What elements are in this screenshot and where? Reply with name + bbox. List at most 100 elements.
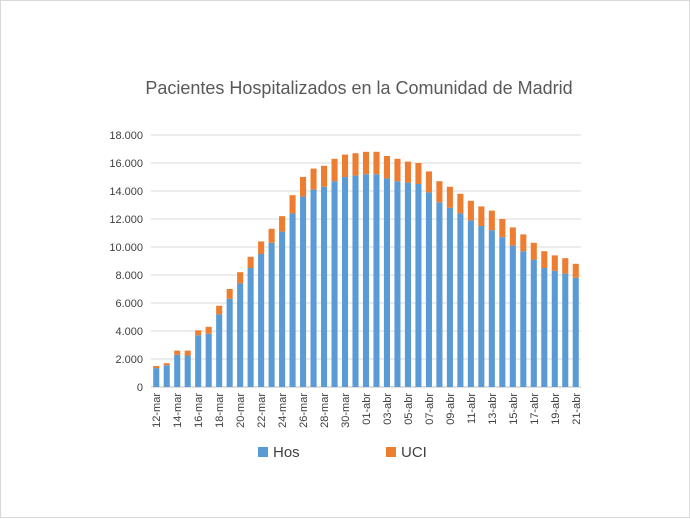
bar-uci-20-abr bbox=[562, 258, 569, 274]
bar-uci-22-mar bbox=[258, 241, 265, 254]
bar-hos-17-mar bbox=[205, 333, 212, 387]
legend-label-hos: Hos bbox=[273, 444, 300, 461]
bar-hos-28-mar bbox=[321, 186, 328, 387]
x-tick-label: 13-abr bbox=[487, 393, 499, 425]
bar-hos-20-abr bbox=[562, 273, 569, 387]
bar-uci-10-abr bbox=[457, 193, 464, 214]
x-tick-label: 20-mar bbox=[235, 393, 247, 428]
x-tick-label: 18-mar bbox=[214, 393, 226, 428]
bar-uci-18-mar bbox=[216, 305, 223, 315]
bar-uci-17-mar bbox=[205, 326, 212, 334]
bar-uci-27-mar bbox=[310, 168, 317, 190]
x-tick-label: 17-abr bbox=[529, 393, 541, 425]
bar-hos-02-abr bbox=[373, 174, 380, 387]
x-tick-label: 24-mar bbox=[277, 393, 289, 428]
y-tick-label: 10.000 bbox=[109, 242, 143, 254]
bar-hos-12-abr bbox=[478, 226, 485, 387]
bar-uci-31-mar bbox=[352, 153, 359, 176]
bar-uci-28-mar bbox=[321, 165, 328, 187]
bar-hos-23-mar bbox=[268, 242, 275, 387]
bar-hos-05-abr bbox=[404, 182, 411, 387]
bar-uci-21-mar bbox=[247, 256, 254, 268]
bar-hos-17-abr bbox=[530, 259, 537, 387]
bar-uci-04-abr bbox=[394, 158, 401, 182]
bar-hos-18-mar bbox=[216, 314, 223, 387]
bar-uci-16-abr bbox=[520, 234, 527, 252]
bar-uci-03-abr bbox=[383, 156, 391, 179]
bar-uci-24-mar bbox=[279, 216, 286, 232]
x-tick-label: 30-mar bbox=[340, 393, 352, 428]
bar-hos-27-mar bbox=[310, 189, 317, 387]
bar-uci-05-abr bbox=[404, 161, 411, 183]
bar-uci-23-mar bbox=[268, 228, 275, 243]
bar-hos-25-mar bbox=[289, 213, 296, 387]
bar-hos-29-mar bbox=[331, 181, 338, 387]
bar-uci-21-abr bbox=[572, 263, 579, 278]
x-tick-label: 19-abr bbox=[550, 393, 562, 425]
bar-hos-16-abr bbox=[520, 251, 527, 387]
y-tick-label: 6.000 bbox=[115, 298, 143, 310]
bar-uci-26-mar bbox=[300, 177, 307, 197]
x-tick-label: 21-abr bbox=[571, 393, 583, 425]
bar-uci-15-mar bbox=[184, 350, 191, 356]
legend: Hos UCI bbox=[258, 444, 427, 461]
y-tick-label: 16.000 bbox=[109, 158, 143, 170]
bar-uci-09-abr bbox=[446, 186, 453, 208]
bar-hos-14-mar bbox=[174, 354, 181, 387]
x-tick-label: 05-abr bbox=[403, 393, 415, 425]
bar-hos-13-abr bbox=[488, 230, 495, 387]
bar-hos-15-abr bbox=[509, 245, 516, 387]
bar-hos-14-abr bbox=[499, 237, 506, 387]
bar-uci-13-abr bbox=[488, 210, 495, 231]
bar-hos-01-abr bbox=[362, 174, 370, 387]
bar-hos-11-abr bbox=[467, 220, 474, 387]
bar-hos-30-mar bbox=[341, 177, 349, 387]
bar-uci-06-abr bbox=[415, 163, 422, 184]
bar-uci-25-mar bbox=[289, 195, 296, 214]
bar-hos-22-mar bbox=[258, 254, 265, 387]
bar-uci-29-mar bbox=[331, 158, 338, 182]
bar-uci-08-abr bbox=[436, 181, 443, 203]
bar-uci-02-abr bbox=[373, 151, 380, 175]
bar-hos-19-mar bbox=[226, 298, 233, 387]
x-tick-label: 11-abr bbox=[466, 393, 478, 424]
bar-hos-26-mar bbox=[300, 196, 307, 387]
y-tick-label: 2.000 bbox=[115, 354, 143, 366]
y-axis-ticks: 0 2.000 4.000 6.000 8.000 10.000 12.000 14.000 1… bbox=[109, 130, 143, 394]
bar-hos-20-mar bbox=[237, 283, 244, 387]
y-tick-label: 12.000 bbox=[109, 214, 143, 226]
x-tick-label: 14-mar bbox=[172, 393, 184, 428]
x-tick-label: 01-abr bbox=[361, 393, 373, 425]
x-tick-label: 16-mar bbox=[193, 393, 205, 428]
x-tick-label: 07-abr bbox=[424, 393, 436, 425]
bar-uci-11-abr bbox=[467, 200, 474, 221]
bar-hos-13-mar bbox=[163, 365, 170, 387]
bar-uci-17-abr bbox=[530, 242, 537, 260]
bar-hos-09-abr bbox=[446, 207, 453, 387]
x-tick-label: 22-mar bbox=[256, 393, 268, 428]
bar-uci-07-abr bbox=[425, 171, 432, 193]
chart-title: Pacientes Hospitalizados en la Comunidad… bbox=[145, 78, 572, 98]
bar-hos-15-mar bbox=[184, 355, 191, 387]
x-tick-label: 09-abr bbox=[445, 393, 457, 425]
bar-hos-08-abr bbox=[436, 202, 443, 387]
x-tick-label: 12-mar bbox=[151, 393, 163, 428]
bar-hos-24-mar bbox=[279, 231, 286, 387]
x-tick-label: 28-mar bbox=[319, 393, 331, 428]
legend-swatch-uci bbox=[386, 447, 396, 457]
bar-uci-16-mar bbox=[195, 330, 202, 336]
bar-hos-21-mar bbox=[247, 268, 254, 387]
bar-uci-30-mar bbox=[341, 154, 349, 177]
bar-hos-03-abr bbox=[383, 178, 391, 387]
x-tick-label: 15-abr bbox=[508, 393, 520, 425]
x-axis-ticks: 12-mar 14-mar 16-mar 18-mar 20-mar 22-mar 24-m… bbox=[151, 393, 583, 428]
bar-hos-06-abr bbox=[415, 184, 422, 387]
bar-hos-31-mar bbox=[352, 175, 359, 387]
bars bbox=[153, 151, 579, 387]
bar-uci-19-abr bbox=[551, 255, 558, 271]
bar-hos-21-abr bbox=[572, 277, 579, 387]
bar-uci-20-mar bbox=[237, 272, 244, 284]
bar-uci-12-abr bbox=[478, 206, 485, 226]
